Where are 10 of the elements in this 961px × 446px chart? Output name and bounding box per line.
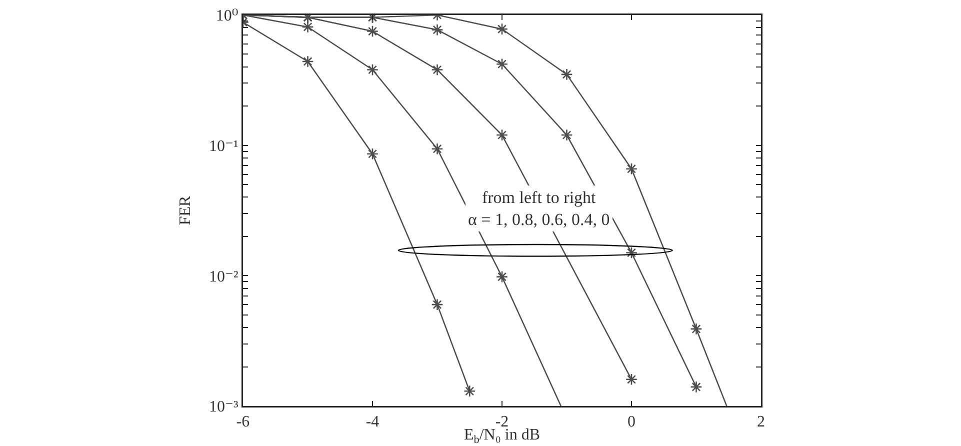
y-tick-label: 10⁰ <box>216 8 238 25</box>
annotation: from left to right α = 1, 0.8, 0.6, 0.4, 0 <box>468 188 610 230</box>
y-tick-label: 10⁻² <box>209 268 238 286</box>
y-axis-title: FER <box>177 196 194 226</box>
y-tick-label: 10⁻¹ <box>209 138 238 155</box>
y-tick-label: 10⁻³ <box>209 398 238 416</box>
x-tick-label: -4 <box>366 414 380 431</box>
x-tick-label: 2 <box>757 414 765 431</box>
x-tick-label: -6 <box>236 414 250 431</box>
x-tick-label: 0 <box>628 414 636 431</box>
